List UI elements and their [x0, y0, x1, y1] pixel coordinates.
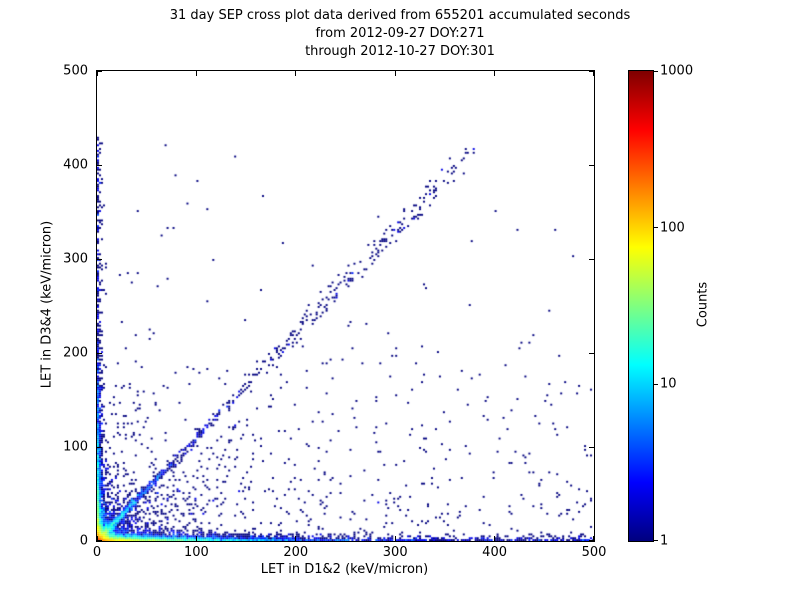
colorbar-tick — [654, 383, 658, 385]
colorbar-tick-label: 100 — [660, 220, 685, 236]
chart-title-line-1: 31 day SEP cross plot data derived from … — [169, 8, 631, 23]
x-tick — [394, 71, 396, 76]
x-tick-label: 0 — [92, 545, 102, 560]
y-tick — [97, 258, 102, 260]
colorbar-gradient — [629, 71, 653, 541]
chart-title-line-3: through 2012-10-27 DOY:301 — [305, 44, 495, 59]
x-tick — [394, 536, 396, 541]
colorbar-tick — [654, 227, 658, 229]
x-tick-label: 500 — [581, 545, 607, 560]
x-tick — [295, 71, 297, 76]
chart-title-line-2: from 2012-09-27 DOY:271 — [315, 26, 485, 41]
y-tick — [589, 352, 594, 354]
y-tick — [97, 71, 102, 72]
colorbar-tick-label: 1000 — [660, 63, 694, 79]
y-tick-label: 300 — [63, 251, 88, 267]
y-tick — [589, 540, 594, 541]
x-tick — [593, 536, 594, 541]
x-tick — [494, 536, 496, 541]
y-tick — [589, 258, 594, 260]
y-tick — [589, 71, 594, 72]
colorbar-tick-label: 1 — [660, 533, 669, 549]
colorbar-tick — [654, 540, 658, 541]
y-tick-label: 500 — [63, 63, 88, 79]
y-tick — [97, 352, 102, 354]
x-tick — [195, 71, 197, 76]
scatter-canvas — [97, 71, 594, 541]
x-axis-label: LET in D1&2 (keV/micron) — [260, 562, 429, 577]
x-tick — [195, 536, 197, 541]
plot-area — [96, 70, 595, 542]
y-tick-label: 400 — [63, 157, 88, 173]
colorbar-label: Counts — [695, 281, 711, 328]
colorbar-tick — [654, 71, 658, 72]
colorbar-tick-label: 10 — [660, 376, 677, 392]
x-tick — [295, 536, 297, 541]
x-tick — [97, 71, 98, 76]
y-tick-label: 200 — [63, 345, 88, 361]
y-tick — [97, 540, 102, 541]
x-tick-label: 400 — [482, 545, 508, 560]
x-tick — [593, 71, 594, 76]
y-tick-label: 0 — [79, 533, 88, 549]
y-tick — [97, 446, 102, 448]
x-tick-label: 100 — [183, 545, 209, 560]
x-tick-label: 300 — [382, 545, 408, 560]
y-tick — [97, 164, 102, 166]
x-tick — [494, 71, 496, 76]
y-axis-label: LET in D3&4 (keV/micron) — [39, 220, 55, 389]
x-tick-label: 200 — [283, 545, 309, 560]
x-tick — [97, 536, 98, 541]
y-tick-label: 100 — [63, 439, 88, 455]
y-tick — [589, 446, 594, 448]
colorbar — [628, 70, 654, 542]
y-tick — [589, 164, 594, 166]
